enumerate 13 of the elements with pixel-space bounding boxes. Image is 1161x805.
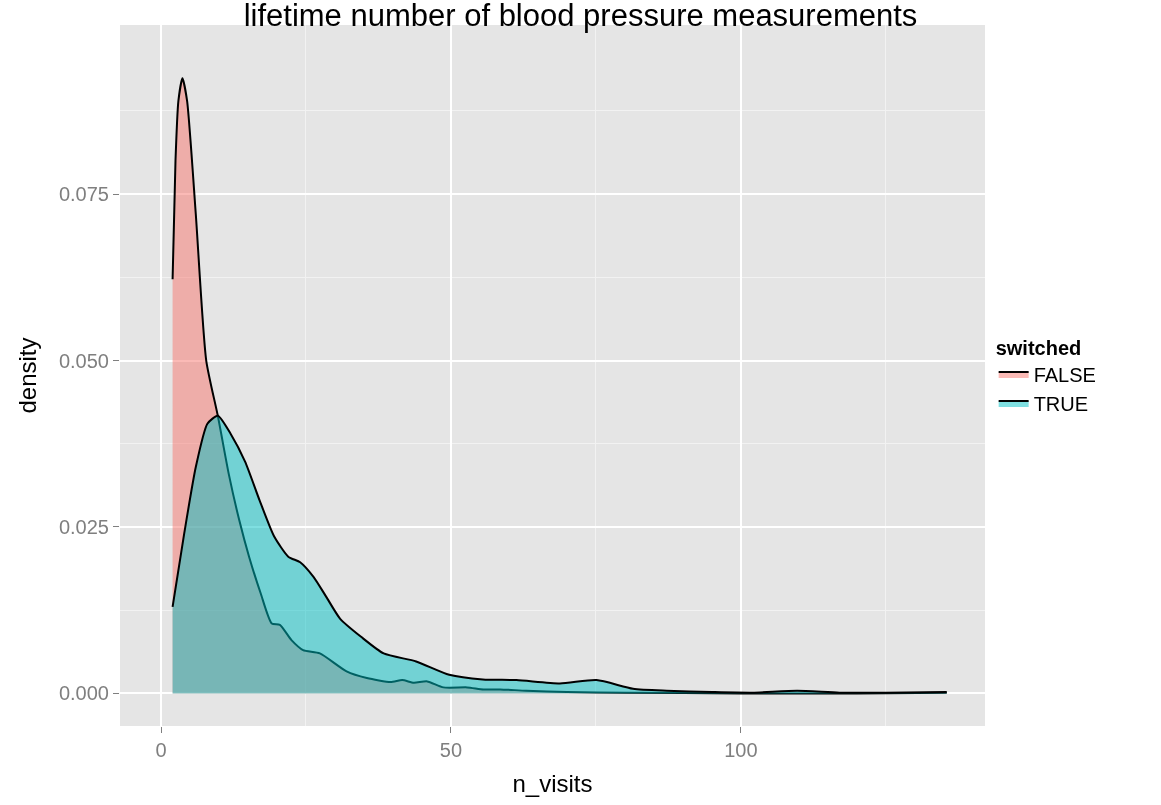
chart-title: lifetime number of blood pressure measurements xyxy=(243,0,918,33)
legend-label: TRUE xyxy=(1033,392,1089,415)
x-tick-label: 100 xyxy=(724,739,758,761)
x-axis-title: n_visits xyxy=(512,770,593,798)
y-tick-label: 0.075 xyxy=(58,183,109,206)
y-tick-label: 0.000 xyxy=(58,682,109,705)
y-tick-label: 0.050 xyxy=(58,349,109,372)
legend-title: switched xyxy=(995,336,1082,359)
x-tick-label: 50 xyxy=(439,739,463,761)
legend-label: FALSE xyxy=(1033,363,1096,386)
x-tick-label: 0 xyxy=(155,739,167,761)
y-axis-title: density xyxy=(14,337,42,414)
y-tick-label: 0.025 xyxy=(58,515,109,538)
